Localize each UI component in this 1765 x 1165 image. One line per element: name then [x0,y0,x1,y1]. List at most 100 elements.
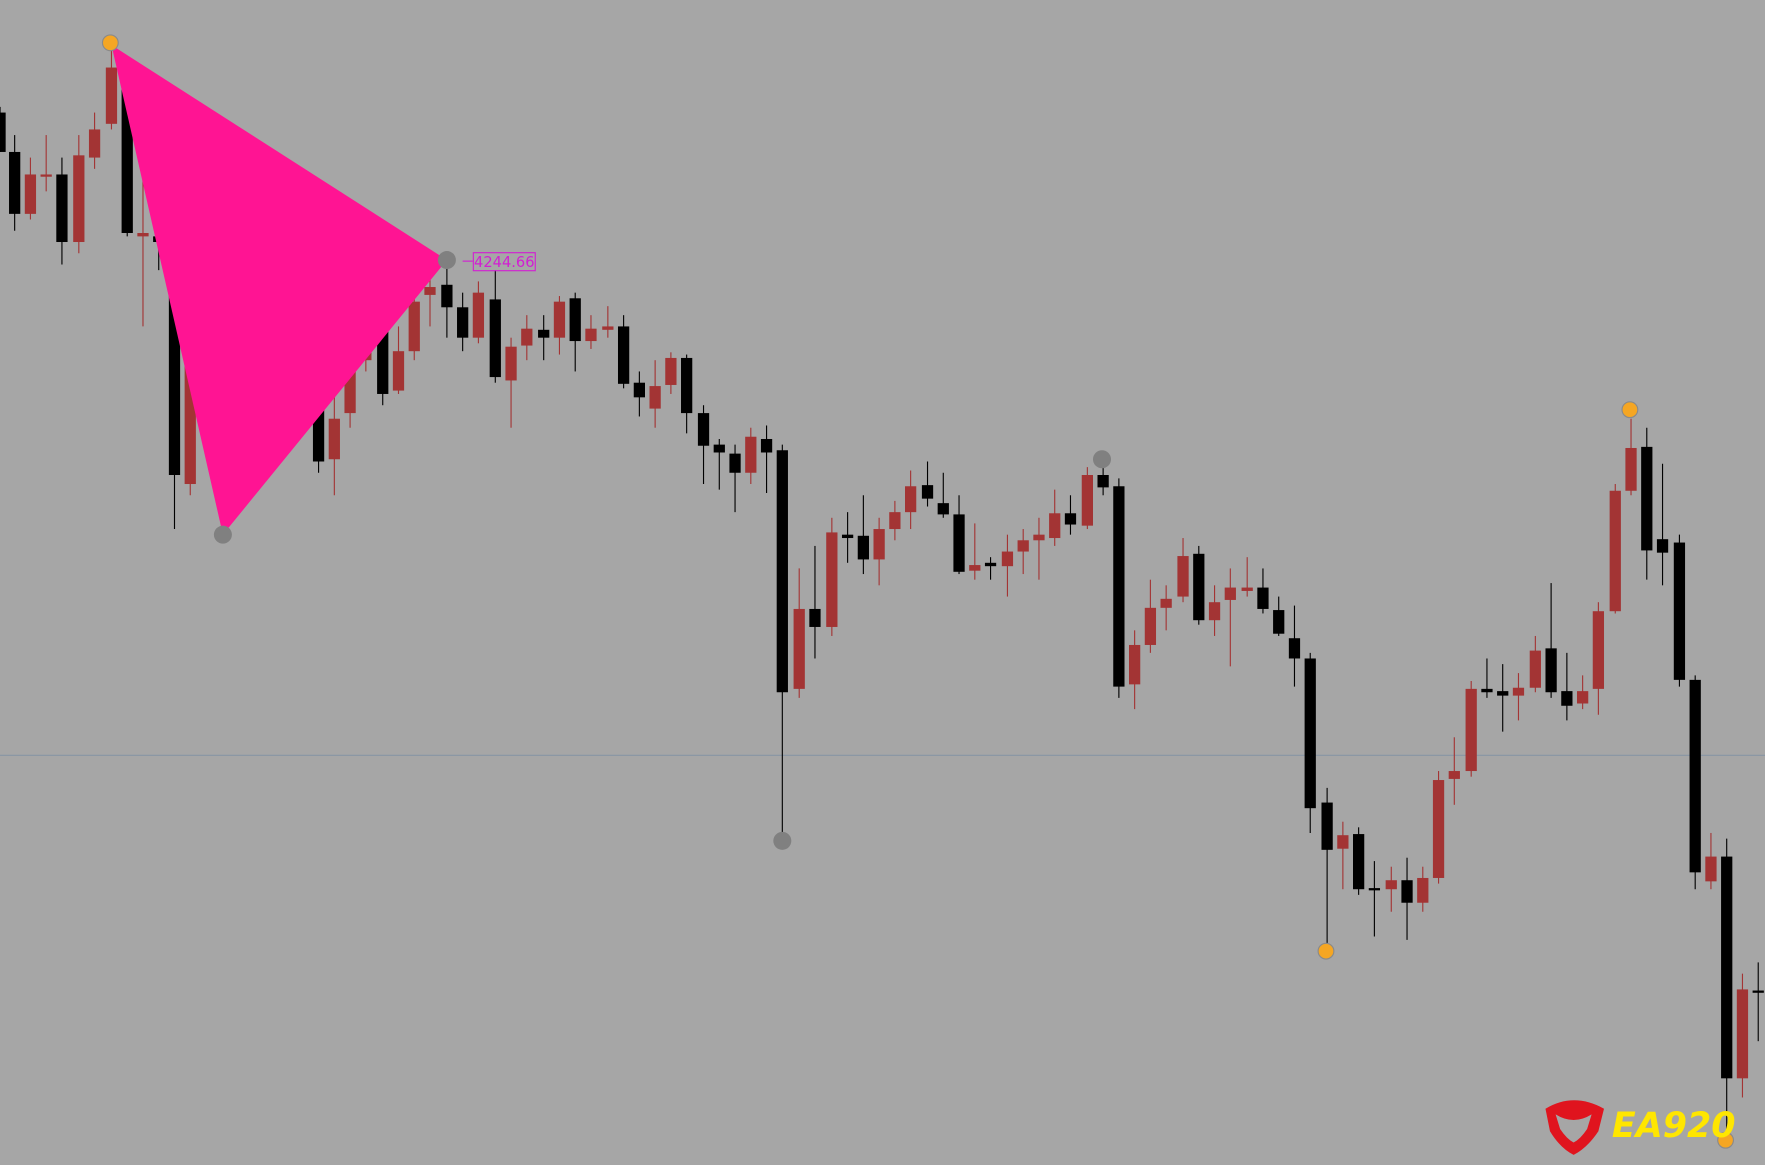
pivot-point [213,525,232,544]
candle [1241,557,1253,597]
candle-body [1529,650,1541,688]
candle [602,306,614,338]
candle [809,545,821,659]
candle-body [1304,658,1316,809]
candle [793,568,805,698]
candle [1304,652,1316,833]
candle-body [1368,888,1381,891]
candle-body [665,357,677,385]
candle-body [1752,990,1764,993]
candle [1721,838,1733,1143]
candle-body [1417,877,1429,903]
candle [9,135,21,231]
pivot-point [1092,450,1111,469]
candle [1064,495,1077,535]
candle-body [1177,556,1189,597]
candle [73,135,85,254]
candle [1705,832,1717,890]
candle-body [1288,638,1301,659]
candle [873,517,885,586]
candle-body [1144,607,1157,645]
candle [1385,866,1397,912]
candle-body [1193,553,1205,621]
candle [489,270,501,383]
candle-body [1113,486,1125,687]
candle-body [184,309,196,485]
candle [1224,568,1236,667]
candle [1545,583,1557,698]
candle [1673,534,1686,687]
candle [713,438,725,490]
candle-body [873,529,885,560]
candle-body [1064,513,1077,525]
pivot-low [1317,942,1335,960]
candle-body [1512,687,1525,696]
candle-body [1721,856,1733,1079]
candle [1417,866,1429,912]
candle-body [328,418,340,460]
candle [505,337,517,428]
candle-body [24,174,37,214]
candle-body [521,328,533,346]
candle [1641,427,1653,580]
candle [1273,596,1285,636]
candle [729,444,741,513]
candle-body [344,360,356,414]
candle-body [505,346,517,381]
candle [745,427,757,485]
candle-body [0,112,6,152]
candle-body [56,174,68,243]
candle [841,512,854,563]
candle-body [633,382,645,398]
candle-body [776,450,788,693]
candle [1481,658,1493,698]
candle-body [1592,611,1605,689]
candle-body [602,326,614,330]
candle [1160,585,1172,631]
pivot-high [101,34,119,52]
candle-body [984,562,997,567]
candle-body [472,292,485,338]
candle-body [1481,688,1493,693]
candle-body [921,485,934,499]
candle-body [697,413,710,446]
candle [617,315,630,389]
candle-body [760,438,773,453]
price-tag-box [472,252,536,272]
candle-body [1432,780,1445,878]
candle-body [1465,688,1477,772]
candle [1049,489,1061,546]
pivot-markers [101,34,1735,1149]
candle [1113,478,1125,698]
candle [1337,821,1349,890]
candle-body [1241,587,1253,591]
candle [1288,605,1301,687]
candle-body [905,486,917,513]
candle [681,354,693,434]
candle [441,256,453,338]
candle-body [457,307,469,338]
candle-body [969,565,981,571]
candle-body [1081,475,1093,526]
candle-body [1160,598,1172,608]
candle-body [1224,587,1236,600]
logo-text: EA920 [1612,1106,1736,1146]
candle-body [1736,989,1749,1079]
candle [105,45,118,130]
candle [1752,962,1764,1042]
candle [1736,973,1749,1098]
candle [1512,673,1525,721]
candle [921,461,934,507]
candle [1689,675,1701,890]
candle [1401,857,1413,940]
candle [1656,463,1669,586]
candle [137,168,149,327]
candle [953,495,965,575]
candle [1368,861,1381,937]
candle-body [137,233,149,237]
candle [88,112,101,169]
candle-body [538,329,550,338]
candle [1432,771,1445,884]
candle [569,292,581,372]
